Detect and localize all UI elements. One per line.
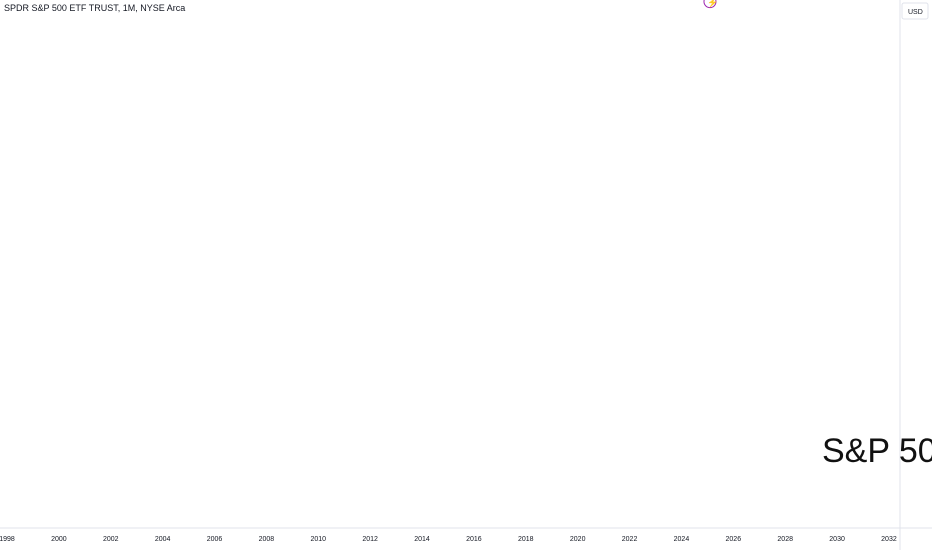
x-tick-label: 2000 [51,536,67,543]
x-tick-label: 2016 [466,536,482,543]
x-tick-label: 2020 [570,536,586,543]
x-tick-label: 2022 [622,536,638,543]
x-tick-label: 2032 [881,536,897,543]
x-tick-label: 2026 [726,536,742,543]
x-tick-label: 1998 [0,536,15,543]
x-tick-label: 2018 [518,536,534,543]
currency-button[interactable] [901,2,929,20]
x-tick-label: 2028 [777,536,793,543]
x-tick-label: 2008 [259,536,275,543]
x-tick-label: 2004 [155,536,171,543]
x-tick-label: 2024 [674,536,690,543]
x-tick-label: 2030 [829,536,845,543]
x-tick-label: 2010 [310,536,326,543]
x-tick-label: 2006 [207,536,223,543]
x-tick-label: 2014 [414,536,430,543]
chart-title: SPDR S&P 500 ETF TRUST, 1M, NYSE Arca [4,3,185,13]
x-tick-label: 2002 [103,536,119,543]
x-tick-label: 2012 [362,536,378,543]
lightning-icon-glyph: ⚡ [707,0,718,9]
lightning-icon[interactable] [703,0,717,9]
y-tick-label: 65.50 [905,0,922,1]
currency-label: USD [908,9,923,16]
watermark-text: S&P 500 [822,432,932,470]
